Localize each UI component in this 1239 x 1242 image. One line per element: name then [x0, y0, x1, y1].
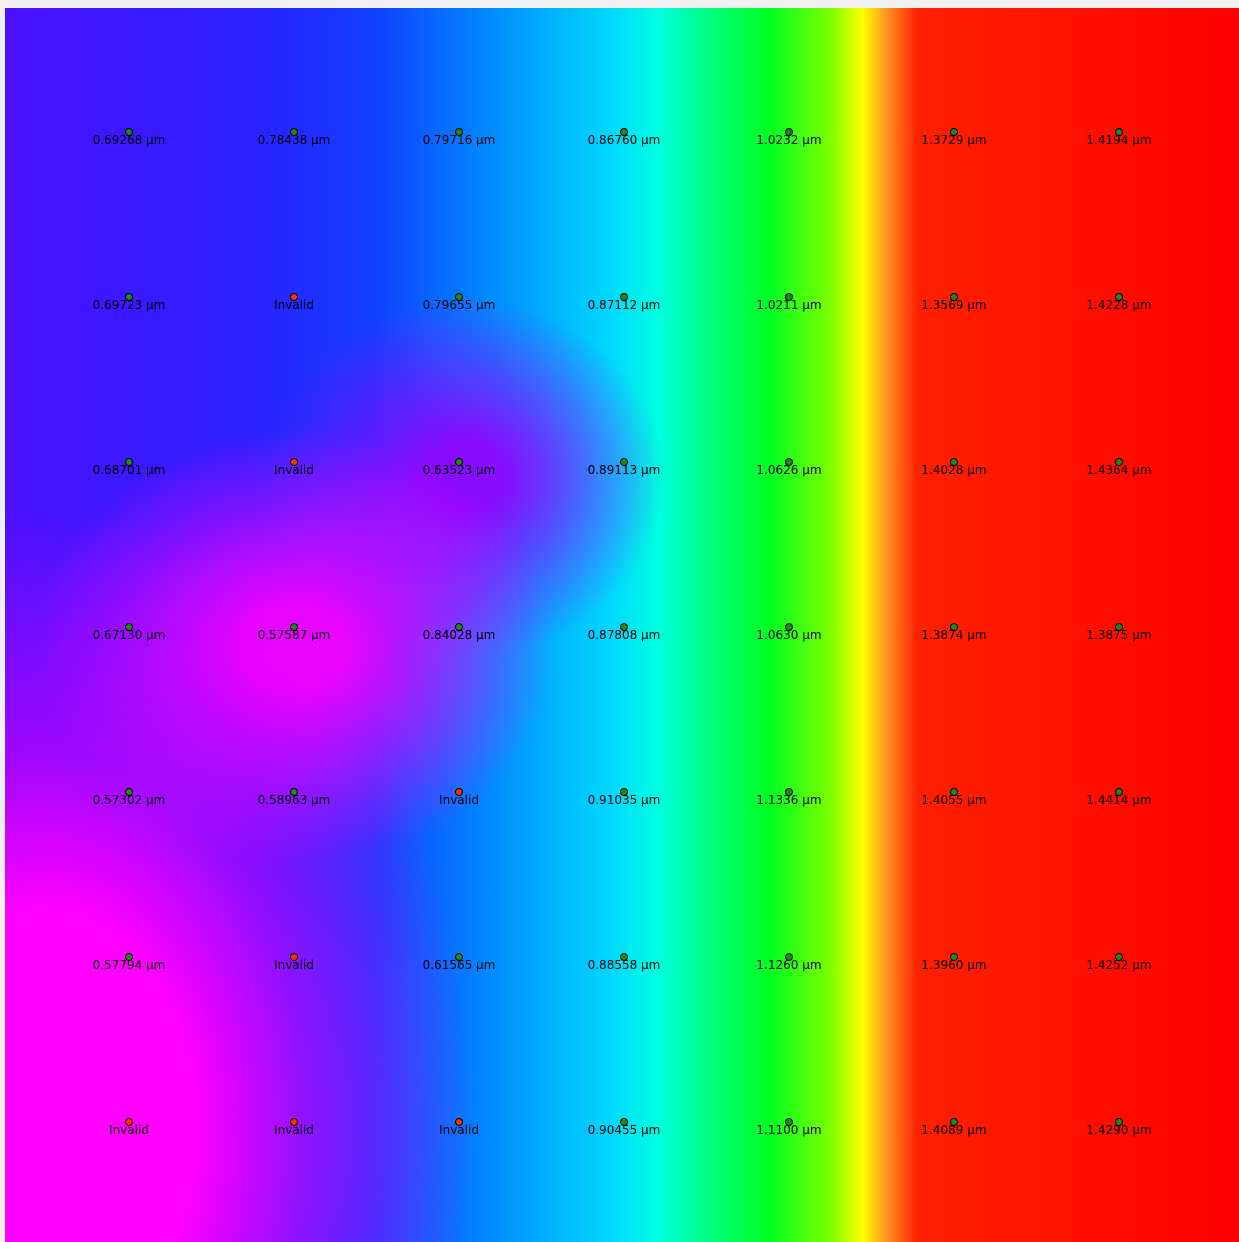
point-marker — [1115, 1118, 1123, 1126]
point-label: Invalid — [274, 298, 314, 312]
point-marker — [455, 1118, 463, 1126]
point-label: 1.4364 μm — [1086, 463, 1152, 477]
point-marker — [125, 788, 133, 796]
point-marker — [1115, 788, 1123, 796]
point-marker — [455, 458, 463, 466]
point-marker — [290, 1118, 298, 1126]
point-label: 0.68701 μm — [92, 463, 166, 477]
point-label: 0.79655 μm — [422, 298, 496, 312]
point-marker — [950, 623, 958, 631]
point-label: 1.0232 μm — [756, 133, 822, 147]
point-marker — [125, 623, 133, 631]
point-marker — [290, 128, 298, 136]
point-marker — [620, 1118, 628, 1126]
point-marker — [785, 458, 793, 466]
point-marker — [1115, 623, 1123, 631]
point-label: 1.3960 μm — [921, 958, 987, 972]
point-label: 0.87808 μm — [587, 628, 661, 642]
point-marker — [785, 788, 793, 796]
point-marker — [785, 953, 793, 961]
point-marker — [125, 953, 133, 961]
point-marker — [455, 293, 463, 301]
point-marker — [950, 1118, 958, 1126]
point-label: Invalid — [109, 1123, 149, 1137]
point-marker — [290, 623, 298, 631]
point-label: 0.78438 μm — [257, 133, 331, 147]
point-label: 1.3875 μm — [1086, 628, 1152, 642]
point-label: 0.58963 μm — [257, 793, 331, 807]
point-marker — [455, 128, 463, 136]
point-marker — [125, 293, 133, 301]
point-marker — [455, 953, 463, 961]
point-label: 0.91035 μm — [587, 793, 661, 807]
point-label: 1.4228 μm — [1086, 298, 1152, 312]
point-marker — [1115, 128, 1123, 136]
point-marker — [950, 953, 958, 961]
point-label: 0.63523 μm — [422, 463, 496, 477]
point-label: 0.90455 μm — [587, 1123, 661, 1137]
point-label: 1.4089 μm — [921, 1123, 987, 1137]
point-label: 1.4414 μm — [1086, 793, 1152, 807]
point-label: 0.67130 μm — [92, 628, 166, 642]
point-label: 0.84028 μm — [422, 628, 496, 642]
point-label: 1.1336 μm — [756, 793, 822, 807]
point-marker — [620, 953, 628, 961]
point-marker — [785, 293, 793, 301]
point-marker — [785, 1118, 793, 1126]
point-marker — [785, 623, 793, 631]
point-label: 0.61565 μm — [422, 958, 496, 972]
point-marker — [1115, 953, 1123, 961]
point-marker — [620, 623, 628, 631]
point-marker — [785, 128, 793, 136]
point-label: 0.87112 μm — [587, 298, 661, 312]
point-label: Invalid — [439, 793, 479, 807]
point-marker — [290, 953, 298, 961]
point-marker — [1115, 293, 1123, 301]
point-marker — [455, 623, 463, 631]
point-marker — [125, 458, 133, 466]
point-label: Invalid — [439, 1123, 479, 1137]
point-label: Invalid — [274, 1123, 314, 1137]
point-marker — [950, 788, 958, 796]
point-marker — [620, 788, 628, 796]
point-label: Invalid — [274, 958, 314, 972]
point-marker — [125, 1118, 133, 1126]
point-label: 1.4055 μm — [921, 793, 987, 807]
point-label: 0.69268 μm — [92, 133, 166, 147]
point-marker — [290, 788, 298, 796]
point-marker — [290, 293, 298, 301]
point-label: 1.3729 μm — [921, 133, 987, 147]
point-label: 1.4028 μm — [921, 463, 987, 477]
point-marker — [950, 293, 958, 301]
point-label: 1.0630 μm — [756, 628, 822, 642]
point-marker — [620, 128, 628, 136]
point-marker — [950, 458, 958, 466]
point-label: 1.1100 μm — [756, 1123, 822, 1137]
point-marker — [1115, 458, 1123, 466]
point-label: 1.0626 μm — [756, 463, 822, 477]
point-label: 0.57794 μm — [92, 958, 166, 972]
point-label: 0.88558 μm — [587, 958, 661, 972]
point-label: 0.79716 μm — [422, 133, 496, 147]
point-marker — [125, 128, 133, 136]
point-label: 0.69723 μm — [92, 298, 166, 312]
point-label: 0.86760 μm — [587, 133, 661, 147]
point-marker — [455, 788, 463, 796]
point-label: 0.89113 μm — [587, 463, 661, 477]
point-label: 0.57587 μm — [257, 628, 331, 642]
point-marker — [620, 458, 628, 466]
point-label: 1.4194 μm — [1086, 133, 1152, 147]
point-marker — [620, 293, 628, 301]
point-label: 1.1260 μm — [756, 958, 822, 972]
point-label: 1.4290 μm — [1086, 1123, 1152, 1137]
point-label: 1.3874 μm — [921, 628, 987, 642]
point-marker — [290, 458, 298, 466]
point-label: 1.0211 μm — [756, 298, 822, 312]
point-marker — [950, 128, 958, 136]
point-label: 0.57302 μm — [92, 793, 166, 807]
point-label: 1.3569 μm — [921, 298, 987, 312]
point-label: 1.4252 μm — [1086, 958, 1152, 972]
point-label: Invalid — [274, 463, 314, 477]
